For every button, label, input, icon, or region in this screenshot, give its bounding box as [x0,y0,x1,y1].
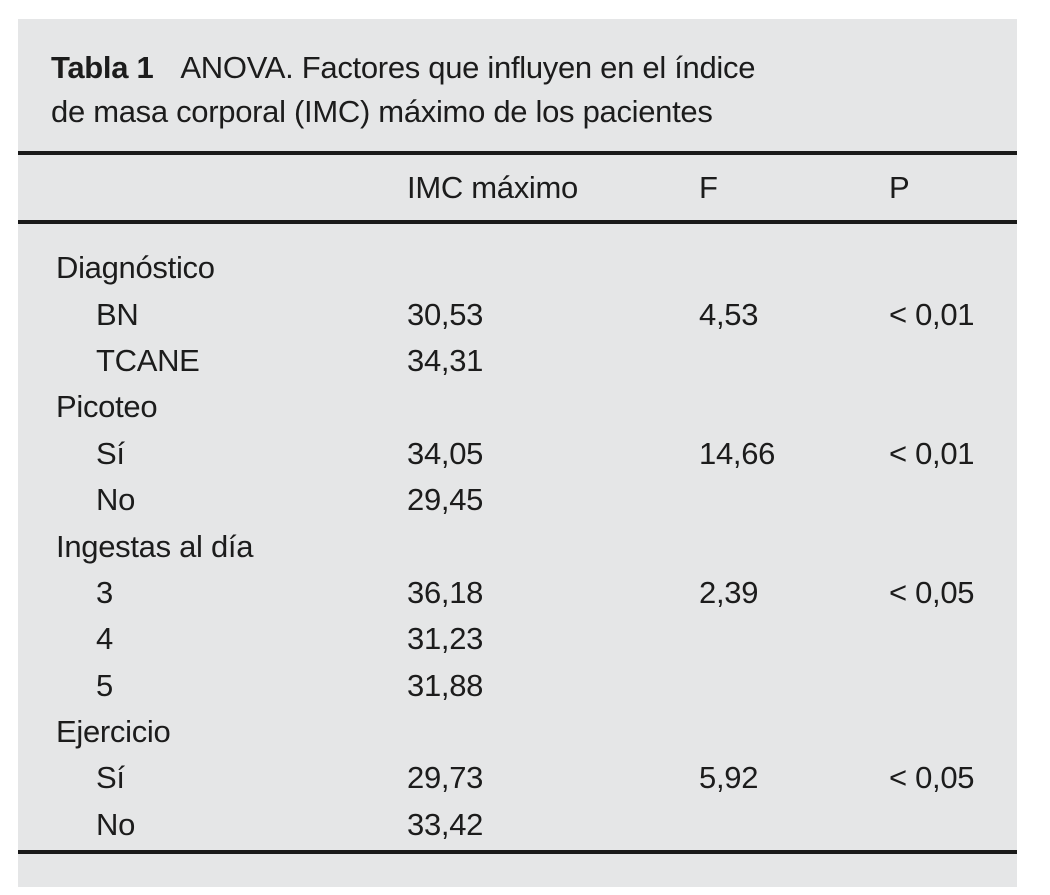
cell-f: 5,92 [699,760,759,796]
header-p: P [889,169,910,205]
row-label: Sí [96,760,125,796]
header-f: F [699,169,718,205]
table-header-row: IMC máximo F P [18,155,1017,220]
cell-p: < 0,01 [889,435,975,471]
table-row-group: Diagnóstico [18,245,1017,291]
cell-imc: 31,88 [407,667,484,703]
table-row: No 29,45 [18,477,1017,523]
table-row: BN 30,53 4,53 < 0,01 [18,291,1017,337]
cell-f: 4,53 [699,296,759,332]
row-label: TCANE [96,342,200,378]
row-label: Diagnóstico [56,250,215,286]
table-row: 5 31,88 [18,663,1017,709]
table-body: Diagnóstico BN 30,53 4,53 < 0,01 TCANE 3… [18,245,1017,848]
top-rule [18,151,1017,155]
cell-p: < 0,05 [889,574,975,610]
caption-line2: de masa corporal (IMC) máximo de los pac… [51,94,713,129]
cell-f: 2,39 [699,574,759,610]
cell-imc: 31,23 [407,621,484,657]
bottom-rule [18,850,1017,854]
header-imc-maximo: IMC máximo [407,169,578,205]
cell-imc: 34,31 [407,342,484,378]
cell-f: 14,66 [699,435,776,471]
cell-imc: 29,73 [407,760,484,796]
table-row-group: Ejercicio [18,709,1017,755]
row-label: 5 [96,667,113,703]
cell-p: < 0,05 [889,760,975,796]
cell-imc: 36,18 [407,574,484,610]
row-label: Picoteo [56,389,158,425]
table-row: No 33,42 [18,802,1017,848]
cell-p: < 0,01 [889,296,975,332]
table-row: Sí 29,73 5,92 < 0,05 [18,755,1017,801]
cell-imc: 29,45 [407,482,484,518]
row-label: No [96,806,136,842]
row-label: 3 [96,574,113,610]
cell-imc: 30,53 [407,296,484,332]
row-label: Sí [96,435,125,471]
table-row: 4 31,23 [18,616,1017,662]
table-row: TCANE 34,31 [18,338,1017,384]
table-row-group: Picoteo [18,384,1017,430]
table-row: 3 36,18 2,39 < 0,05 [18,570,1017,616]
row-label: 4 [96,621,113,657]
table-number: Tabla 1 [51,50,154,85]
caption-line1: ANOVA. Factores que influyen en el índic… [180,50,756,85]
header-rule [18,220,1017,224]
table-row-group: Ingestas al día [18,523,1017,569]
cell-imc: 34,05 [407,435,484,471]
row-label: Ingestas al día [56,528,254,564]
table-caption: Tabla 1 ANOVA. Factores que influyen en e… [51,46,987,134]
table-panel: Tabla 1 ANOVA. Factores que influyen en e… [18,19,1017,887]
row-label: Ejercicio [56,714,171,750]
table-row: Sí 34,05 14,66 < 0,01 [18,431,1017,477]
cell-imc: 33,42 [407,806,484,842]
row-label: BN [96,296,139,332]
row-label: No [96,482,136,518]
